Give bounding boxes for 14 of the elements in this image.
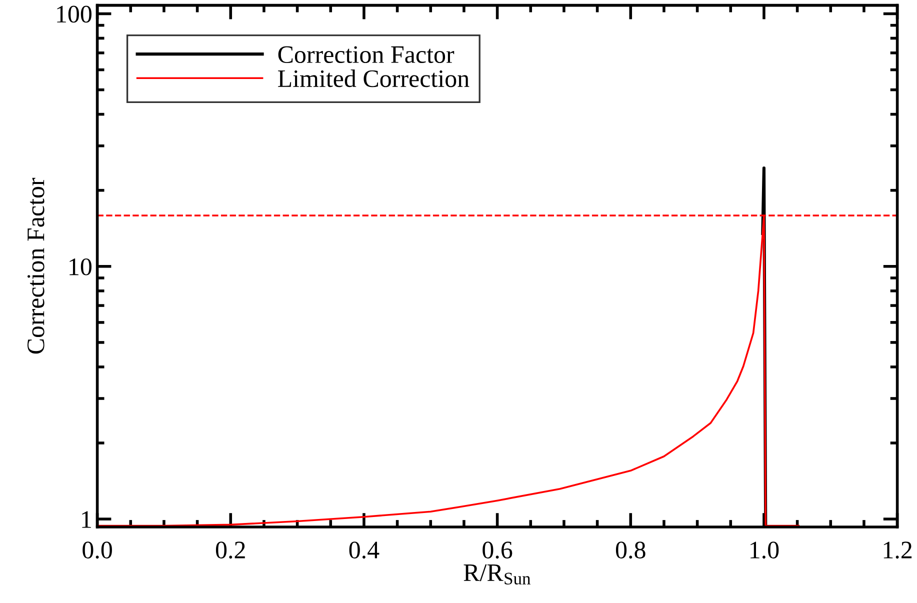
x-tick-label: 0.6: [482, 542, 512, 559]
x-axis-title: R/R$_{Sun}$: [464, 564, 531, 585]
y-tick-label: 100: [57, 6, 92, 23]
x-tick-label: 0.2: [216, 542, 245, 559]
x-tick-label: 0.4: [349, 542, 380, 559]
x-tick-label: 0.8: [616, 542, 646, 559]
y-tick-label: 10: [70, 258, 92, 276]
y-tick-label: 1: [82, 511, 91, 528]
x-tick-label: 0.0: [82, 542, 112, 559]
legend-label: Correction Factor: [278, 46, 454, 64]
y-axis-title: Correction Factor: [28, 178, 44, 354]
x-tick-label: 1.0: [750, 542, 779, 559]
x-tick-label: 1.2: [884, 542, 912, 559]
legend-label: Limited Correction: [278, 70, 470, 88]
